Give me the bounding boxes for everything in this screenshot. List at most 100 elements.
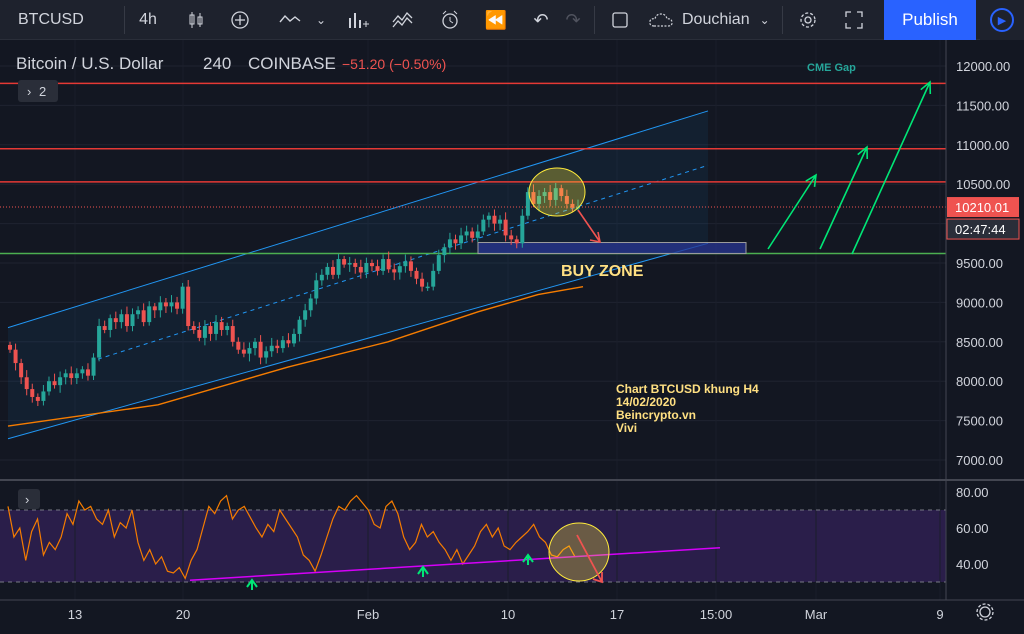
price-tick-label: 9500.00 bbox=[956, 256, 1003, 271]
candle-body bbox=[347, 263, 352, 265]
channel-lower-line[interactable] bbox=[7, 242, 709, 440]
candle-body bbox=[358, 266, 363, 273]
compare-icon[interactable] bbox=[272, 0, 308, 40]
target-arrow-icon[interactable] bbox=[819, 145, 869, 250]
toolbar-separator bbox=[782, 6, 783, 34]
redo-icon[interactable]: ↷ bbox=[565, 9, 581, 30]
rsi-trend-line[interactable] bbox=[189, 547, 721, 581]
current-price-label: 10210.01 bbox=[955, 200, 1009, 215]
candle-body bbox=[353, 263, 358, 267]
price-tick-label: 11500.00 bbox=[956, 98, 1009, 113]
chart-canvas[interactable]: 12000.0011500.0011000.0010500.0010000.00… bbox=[0, 40, 1024, 629]
top-toolbar: BTCUSD 4h ⌄ ⏪ ↶ ↷ Douchian ⌄ Publish ▶ bbox=[0, 0, 1024, 40]
time-tick-label: Feb bbox=[357, 607, 379, 622]
candle-body bbox=[509, 235, 514, 240]
candle-body bbox=[191, 326, 196, 330]
chart-area[interactable]: 12000.0011500.0011000.0010500.0010000.00… bbox=[0, 40, 1024, 629]
rsi-legend-toggle[interactable] bbox=[18, 489, 40, 509]
rsi-highlight-ellipse[interactable] bbox=[548, 522, 610, 582]
collapse-legend-button[interactable] bbox=[18, 80, 58, 102]
candle-body bbox=[492, 215, 497, 224]
chevron-down-icon: ⌄ bbox=[759, 13, 770, 27]
candle-body bbox=[414, 270, 419, 279]
candle-body bbox=[481, 219, 486, 232]
templates-icon[interactable] bbox=[386, 0, 422, 40]
indicators-icon[interactable] bbox=[340, 0, 376, 40]
publish-button[interactable]: Publish bbox=[884, 0, 976, 40]
candle-body bbox=[169, 302, 174, 307]
candle-body bbox=[202, 326, 207, 338]
price-tick-label: 7500.00 bbox=[956, 414, 1003, 429]
price-highlight-ellipse[interactable] bbox=[528, 167, 586, 217]
price-tick-label: 11000.00 bbox=[956, 138, 1009, 153]
layout-menu-button[interactable]: Douchian ⌄ bbox=[648, 0, 776, 40]
candle-body bbox=[420, 278, 425, 287]
candle-body bbox=[219, 322, 224, 330]
add-indicator-icon[interactable] bbox=[222, 0, 258, 40]
countdown-label: 02:47:44 bbox=[955, 222, 1006, 237]
target-arrow-icon[interactable] bbox=[851, 80, 932, 255]
candle-body bbox=[314, 280, 319, 299]
time-tick-label: 20 bbox=[176, 607, 190, 622]
candle-body bbox=[58, 377, 63, 386]
candle-body bbox=[464, 231, 469, 236]
candle-body bbox=[80, 369, 85, 374]
candle-body bbox=[498, 219, 503, 224]
interval-button[interactable]: 4h bbox=[139, 11, 157, 28]
undo-icon[interactable]: ↶ bbox=[533, 9, 549, 30]
time-tick-label: 10 bbox=[501, 607, 515, 622]
candle-body bbox=[442, 247, 447, 256]
candle-body bbox=[381, 259, 386, 271]
candle-body bbox=[303, 310, 308, 320]
replay-icon[interactable]: ⏪ bbox=[484, 9, 508, 30]
candle-body bbox=[258, 341, 263, 358]
price-change: −51.20 (−0.50%) bbox=[342, 56, 446, 72]
target-arrow-icon[interactable] bbox=[767, 173, 818, 250]
price-tick-label: 8000.00 bbox=[956, 374, 1003, 389]
cloud-icon bbox=[649, 13, 673, 27]
channel-upper-line[interactable] bbox=[7, 110, 709, 329]
candle-body bbox=[486, 215, 491, 220]
candle-body bbox=[69, 373, 74, 379]
countdown-badge bbox=[946, 218, 1020, 240]
note-line-1: Chart BTCUSD khung H4 bbox=[616, 382, 759, 396]
expand-icon[interactable] bbox=[836, 0, 872, 40]
price-tick-label: 7000.00 bbox=[956, 453, 1003, 468]
rsi-tick-label: 80.00 bbox=[956, 485, 989, 500]
chevron-right-icon: › bbox=[27, 84, 31, 99]
candle-body bbox=[175, 302, 180, 309]
candle-body bbox=[342, 259, 347, 265]
candle-body bbox=[41, 391, 46, 401]
axis-settings-gear-icon[interactable] bbox=[976, 603, 994, 621]
play-button[interactable]: ▶ bbox=[980, 0, 1024, 40]
candle-body bbox=[35, 396, 40, 401]
candles-icon[interactable] bbox=[178, 0, 214, 40]
symbol-search-button[interactable]: BTCUSD bbox=[18, 11, 84, 28]
candle-body bbox=[264, 351, 269, 358]
candle-body bbox=[286, 340, 291, 344]
chart-exchange: COINBASE bbox=[248, 54, 336, 73]
fullscreen-icon[interactable] bbox=[604, 0, 636, 40]
buy-zone-rect[interactable] bbox=[477, 242, 747, 255]
chevron-down-icon[interactable]: ⌄ bbox=[315, 13, 327, 27]
candle-body bbox=[559, 188, 564, 197]
rsi-down-arrow-icon[interactable] bbox=[576, 534, 603, 584]
alert-icon[interactable] bbox=[432, 0, 468, 40]
down-arrow-icon[interactable] bbox=[577, 209, 602, 244]
candle-body bbox=[214, 322, 219, 334]
time-tick-label: 17 bbox=[610, 607, 624, 622]
rsi-line bbox=[7, 494, 576, 580]
rsi-up-arrow-icon bbox=[246, 578, 258, 590]
candle-body bbox=[119, 314, 124, 323]
candle-body bbox=[197, 329, 202, 338]
candle-body bbox=[147, 306, 152, 323]
candle-body bbox=[397, 266, 402, 273]
toolbar-separator bbox=[594, 6, 595, 34]
settings-gear-icon[interactable] bbox=[790, 0, 826, 40]
candle-body bbox=[85, 369, 90, 376]
candle-body bbox=[403, 261, 408, 267]
candle-body bbox=[136, 310, 141, 315]
time-tick-label: 9 bbox=[936, 607, 943, 622]
toolbar-separator bbox=[124, 6, 125, 34]
candle-body bbox=[548, 192, 553, 200]
